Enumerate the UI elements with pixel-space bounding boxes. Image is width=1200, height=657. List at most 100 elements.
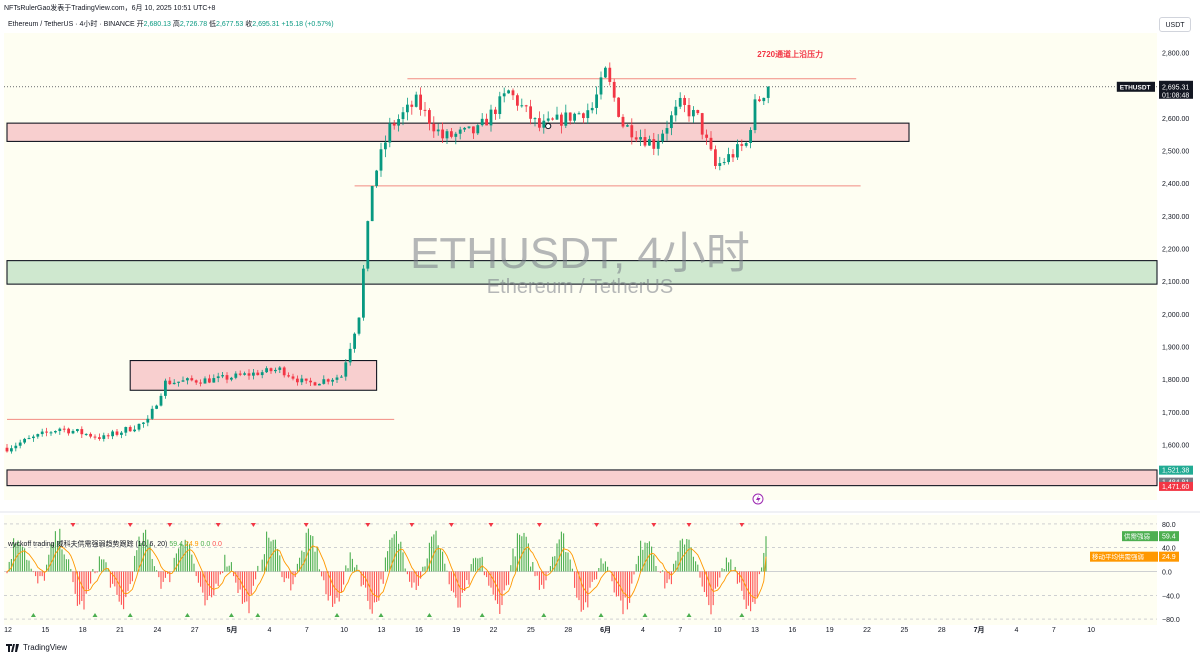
candle-body bbox=[40, 431, 44, 435]
candle-body bbox=[348, 348, 352, 363]
candle-body bbox=[128, 427, 132, 432]
price-badge-1 bbox=[1159, 465, 1193, 475]
oscillator-tick-label: 40.0 bbox=[1162, 546, 1176, 553]
candle-body bbox=[538, 118, 541, 128]
zone-box-0 bbox=[6, 122, 910, 142]
candle-body bbox=[502, 93, 506, 97]
candle-body bbox=[586, 110, 590, 119]
x-tick-label: 19 bbox=[452, 627, 460, 634]
candle-body bbox=[604, 67, 607, 78]
candle-body bbox=[256, 372, 260, 376]
candle-body bbox=[309, 380, 312, 383]
candle-body bbox=[296, 378, 299, 383]
annotation-label-0: 2720通道上沿压力 bbox=[757, 49, 823, 59]
candle-body bbox=[731, 154, 735, 158]
oscillator-tick-label: 0.0 bbox=[1162, 569, 1172, 576]
ohlc-high: 2,726.78 bbox=[179, 21, 208, 28]
candle-body bbox=[700, 113, 704, 135]
candle-body bbox=[225, 375, 229, 380]
candle-body bbox=[692, 110, 695, 117]
candle-body bbox=[212, 378, 216, 383]
watermark-title: ETHUSDT, 4小时 bbox=[410, 229, 750, 278]
candle-body bbox=[617, 97, 620, 117]
x-tick-label: 4 bbox=[641, 627, 645, 634]
buy-triangle-icon bbox=[598, 613, 604, 617]
price-badge-value-3: 1,471.60 bbox=[1162, 484, 1189, 491]
candle-body bbox=[428, 110, 431, 124]
ohlc-low-label: 低 bbox=[209, 21, 217, 28]
candle-body bbox=[489, 109, 493, 126]
candle-body bbox=[397, 119, 400, 126]
candle-body bbox=[423, 109, 427, 111]
candle-body bbox=[146, 418, 150, 423]
candle-body bbox=[480, 118, 484, 126]
candle-body bbox=[177, 381, 180, 383]
candle-body bbox=[115, 431, 119, 435]
buy-triangle-icon bbox=[426, 613, 432, 617]
candle-body bbox=[432, 123, 436, 132]
candle-body bbox=[93, 436, 97, 438]
oscillator-value-0: 59.4 bbox=[169, 541, 183, 548]
candle-body bbox=[718, 163, 722, 166]
tradingview-logo-icon bbox=[6, 643, 19, 652]
sell-triangle-icon bbox=[448, 523, 454, 527]
candle-body bbox=[665, 128, 669, 134]
ohlc-open: 2,680.13 bbox=[143, 21, 171, 28]
candle-body bbox=[507, 90, 510, 94]
candle-body bbox=[736, 144, 739, 158]
candle-body bbox=[626, 125, 629, 127]
oscillator-tick-label: −40.0 bbox=[1162, 593, 1180, 600]
footer-brand[interactable]: TradingView bbox=[6, 643, 67, 652]
candle-body bbox=[27, 438, 31, 440]
candle-body bbox=[49, 432, 53, 434]
candle-body bbox=[111, 431, 114, 437]
candle-body bbox=[190, 378, 194, 381]
candle-body bbox=[238, 373, 242, 375]
zone-box-3 bbox=[6, 469, 1158, 487]
y-tick-label: 1,700.00 bbox=[1162, 410, 1189, 417]
symbol-line: Ethereum / TetherUS · 4小时 · BINANCE bbox=[8, 21, 135, 28]
candle-body bbox=[648, 139, 651, 146]
buy-triangle-icon bbox=[184, 613, 190, 617]
candle-body bbox=[533, 118, 537, 120]
oscillator-tick-label: 80.0 bbox=[1162, 522, 1176, 529]
sell-triangle-icon bbox=[594, 523, 600, 527]
candle-body bbox=[230, 377, 233, 380]
candle-body bbox=[234, 373, 238, 378]
candle-body bbox=[494, 109, 497, 115]
x-tick-label: 7 bbox=[678, 627, 682, 634]
y-tick-label: 2,000.00 bbox=[1162, 312, 1189, 319]
candle-body bbox=[419, 94, 422, 110]
candle-body bbox=[366, 221, 370, 269]
candle-body bbox=[291, 376, 295, 379]
candle-body bbox=[560, 114, 563, 126]
buy-triangle-icon bbox=[541, 613, 547, 617]
x-tick-label: 4 bbox=[267, 627, 271, 634]
y-tick-label: 2,200.00 bbox=[1162, 247, 1189, 254]
x-tick-label: 10 bbox=[340, 627, 348, 634]
candle-body bbox=[318, 383, 321, 386]
candle-body bbox=[392, 123, 396, 126]
candle-body bbox=[102, 435, 106, 439]
candle-body bbox=[89, 433, 92, 437]
candle-body bbox=[5, 447, 9, 452]
candle-body bbox=[274, 369, 277, 372]
candle-body bbox=[546, 118, 550, 121]
sell-triangle-icon bbox=[488, 523, 494, 527]
candle-body bbox=[221, 375, 224, 377]
candle-body bbox=[766, 86, 770, 98]
candle-body bbox=[454, 133, 458, 137]
candle-body bbox=[498, 96, 502, 115]
currency-button[interactable]: USDT bbox=[1159, 17, 1191, 32]
x-tick-label: 28 bbox=[938, 627, 946, 634]
candle-body bbox=[445, 131, 449, 139]
candle-body bbox=[287, 375, 290, 377]
candle-body bbox=[10, 448, 13, 452]
candle-body bbox=[84, 433, 88, 435]
x-tick-label: 5月 bbox=[227, 626, 238, 634]
candle-body bbox=[344, 362, 348, 377]
oscillator-badge-value-1: 24.9 bbox=[1162, 554, 1176, 561]
y-tick-label: 2,800.00 bbox=[1162, 51, 1189, 58]
candle-body bbox=[749, 130, 752, 143]
